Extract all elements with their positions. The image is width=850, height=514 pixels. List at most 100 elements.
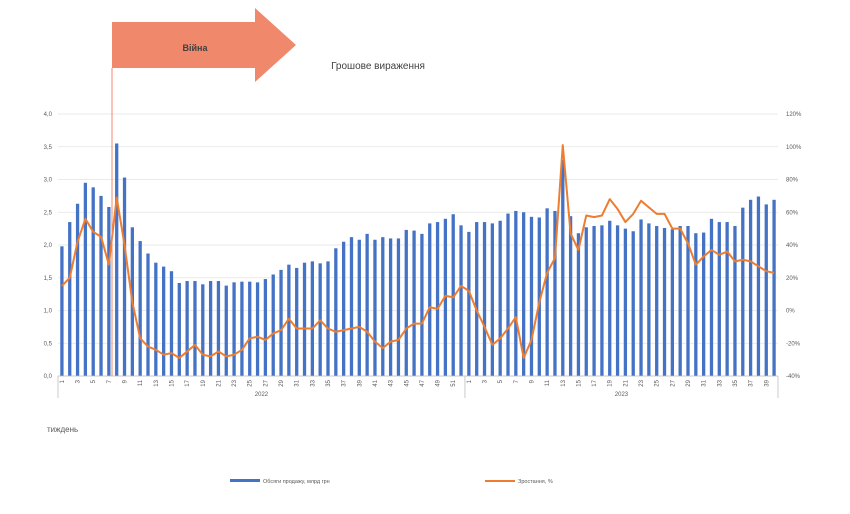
x-tick-label: 7	[107, 379, 113, 383]
x-tick-label: 33	[310, 379, 316, 386]
x-tick-label: 21	[216, 379, 222, 386]
bar	[381, 237, 385, 376]
bar	[365, 233, 369, 376]
bar	[717, 222, 721, 376]
x-tick-label: 37	[342, 379, 348, 386]
bar	[772, 199, 776, 376]
bar	[60, 246, 64, 376]
x-tick-label: 31	[295, 379, 301, 386]
x-tick-label: 3	[483, 379, 489, 383]
bar	[404, 229, 408, 376]
bar	[482, 222, 487, 376]
bar	[725, 222, 729, 376]
x-tick-label: 35	[733, 379, 739, 386]
bar	[537, 217, 541, 376]
bar	[201, 284, 205, 376]
bar	[764, 204, 768, 376]
bar	[428, 223, 432, 376]
bar	[396, 238, 401, 376]
x-tick-label: 13	[561, 379, 567, 386]
chart-title: Грошове вираження	[331, 61, 425, 72]
bar	[232, 282, 236, 376]
bar	[216, 281, 221, 376]
x-tick-label: 3	[76, 379, 82, 383]
x-tick-label: 9	[123, 379, 129, 383]
bar	[91, 187, 95, 376]
year-label: 2022	[255, 392, 269, 398]
bar	[467, 231, 471, 376]
bar	[99, 195, 103, 376]
bar	[584, 227, 588, 376]
x-tick-label: 51	[451, 379, 457, 386]
bar	[741, 207, 745, 376]
bar	[561, 159, 565, 376]
bar	[193, 281, 197, 376]
bar	[748, 199, 753, 376]
bar	[615, 225, 620, 376]
bar	[138, 241, 142, 376]
y-left-tick-label: 4,0	[44, 112, 53, 118]
bar	[263, 279, 268, 376]
y-right-tick-label: 120%	[786, 112, 802, 118]
y-right-tick-label: -40%	[786, 374, 801, 380]
x-tick-label: 21	[623, 379, 629, 386]
x-tick-label: 39	[764, 379, 770, 386]
legend-bar-label: Обсяги продажу, млрд грн	[263, 479, 330, 485]
x-tick-label: 1	[60, 379, 66, 383]
x-axis-label: тиждень	[47, 425, 78, 434]
legend-line-label: Зростання, %	[518, 479, 553, 485]
bar-series	[60, 143, 776, 376]
x-tick-label: 27	[670, 379, 676, 386]
bar	[592, 226, 596, 376]
bar	[475, 222, 479, 376]
bar	[310, 261, 314, 376]
bar	[388, 238, 393, 376]
y-right-tick-label: 80%	[786, 178, 799, 184]
bar	[694, 233, 698, 376]
x-tick-label: 33	[717, 379, 723, 386]
year-label: 2023	[615, 392, 629, 398]
legend-bar-swatch	[230, 479, 260, 482]
x-tick-label: 19	[201, 379, 207, 386]
growth-line	[61, 144, 775, 359]
bar	[169, 271, 174, 376]
bar	[349, 237, 354, 376]
bar	[271, 274, 275, 376]
gridlines	[58, 113, 778, 377]
y-left-tick-label: 3,0	[44, 178, 53, 184]
bar	[240, 281, 244, 376]
bar	[506, 213, 510, 376]
x-tick-label: 23	[232, 379, 238, 386]
bar	[373, 239, 377, 376]
x-tick-label: 17	[185, 379, 191, 386]
axes: 0,0 0,5 1,0 1,5 2,0 2,5 3,0 3,5 4,0 -40% -20% 0% 20%…	[44, 112, 802, 398]
bar	[115, 143, 119, 376]
bar	[522, 212, 526, 376]
bar	[412, 230, 416, 376]
bar	[146, 253, 150, 376]
y-left-tick-label: 1,5	[44, 276, 53, 282]
y-left-tick-label: 1,0	[44, 309, 53, 315]
y-left-tick-label: 0,5	[44, 341, 53, 347]
x-tick-label: 31	[702, 379, 708, 386]
x-tick-label: 17	[592, 379, 598, 386]
legend: Обсяги продажу, млрд грн Зростання, %	[230, 479, 553, 485]
bar	[639, 219, 643, 376]
y-right-tick-label: -20%	[786, 341, 801, 347]
bar	[662, 227, 667, 376]
x-tick-label: 35	[326, 379, 332, 386]
x-tick-label: 25	[248, 379, 254, 386]
bar	[631, 231, 635, 376]
x-tick-label: 11	[545, 379, 551, 386]
bar	[756, 196, 761, 376]
bar	[553, 210, 557, 376]
y-right-tick-label: 0%	[786, 309, 795, 315]
x-tick-label: 47	[420, 379, 426, 386]
y-left-tick-label: 0,0	[44, 374, 53, 380]
y-right-tick-label: 40%	[786, 243, 799, 249]
x-tick-label: 25	[655, 379, 661, 386]
x-tick-label: 5	[91, 379, 97, 383]
bar	[514, 210, 518, 376]
bar	[248, 281, 252, 376]
